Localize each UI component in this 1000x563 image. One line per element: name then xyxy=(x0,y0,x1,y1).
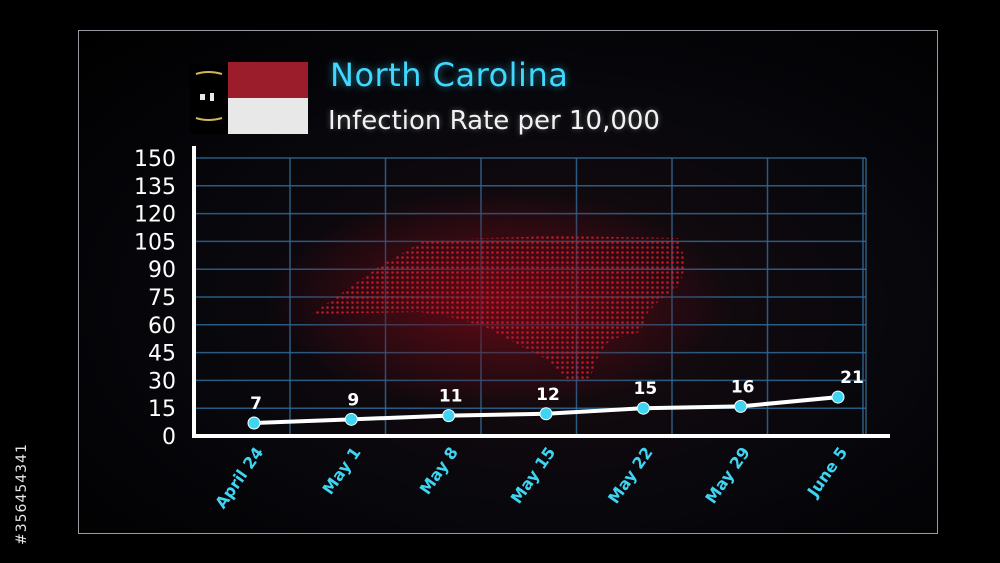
data-point xyxy=(539,407,553,421)
data-label: 21 xyxy=(840,368,864,388)
chart-axes xyxy=(192,146,890,438)
y-tick-label: 120 xyxy=(134,203,176,228)
y-tick-label: 30 xyxy=(148,369,176,394)
x-tick-label: May 15 xyxy=(507,443,560,507)
data-labels: 7 9 11 12 15 16 21 xyxy=(250,368,864,414)
stock-id-watermark: #356454341 xyxy=(10,330,30,550)
data-label: 7 xyxy=(250,394,262,414)
series-markers xyxy=(247,390,845,430)
x-tick-label: April 24 xyxy=(211,443,267,512)
x-tick-label: May 1 xyxy=(318,443,364,498)
chart-subtitle: Infection Rate per 10,000 xyxy=(328,106,660,136)
state-map-silhouette xyxy=(270,190,730,410)
data-point xyxy=(344,412,358,426)
north-carolina-flag-icon xyxy=(188,60,318,138)
y-tick-label: 45 xyxy=(148,342,176,367)
x-tick-label: June 5 xyxy=(803,443,851,501)
data-point xyxy=(734,399,748,413)
y-tick-label: 150 xyxy=(134,147,176,172)
y-tick-label: 90 xyxy=(148,258,176,283)
x-tick-label: May 22 xyxy=(604,443,657,507)
x-tick-label: May 29 xyxy=(701,443,754,507)
data-label: 15 xyxy=(633,379,657,399)
x-axis-labels: April 24 May 1 May 8 May 15 May 22 May 29 June… xyxy=(211,443,851,512)
data-point xyxy=(247,416,261,430)
stock-id-text: #356454341 xyxy=(14,443,30,545)
data-label: 12 xyxy=(536,385,560,405)
data-point xyxy=(636,401,650,415)
data-label: 16 xyxy=(731,377,755,397)
chart-title: North Carolina xyxy=(330,56,569,94)
y-tick-label: 75 xyxy=(148,286,176,311)
data-label: 11 xyxy=(439,387,463,407)
y-tick-label: 15 xyxy=(148,397,176,422)
y-tick-label: 105 xyxy=(134,230,176,255)
data-point xyxy=(831,390,845,404)
y-tick-label: 0 xyxy=(162,425,176,450)
y-tick-label: 60 xyxy=(148,314,176,339)
data-label: 9 xyxy=(347,390,359,410)
x-tick-label: May 8 xyxy=(416,443,462,498)
y-tick-label: 135 xyxy=(134,175,176,200)
data-point xyxy=(442,409,456,423)
